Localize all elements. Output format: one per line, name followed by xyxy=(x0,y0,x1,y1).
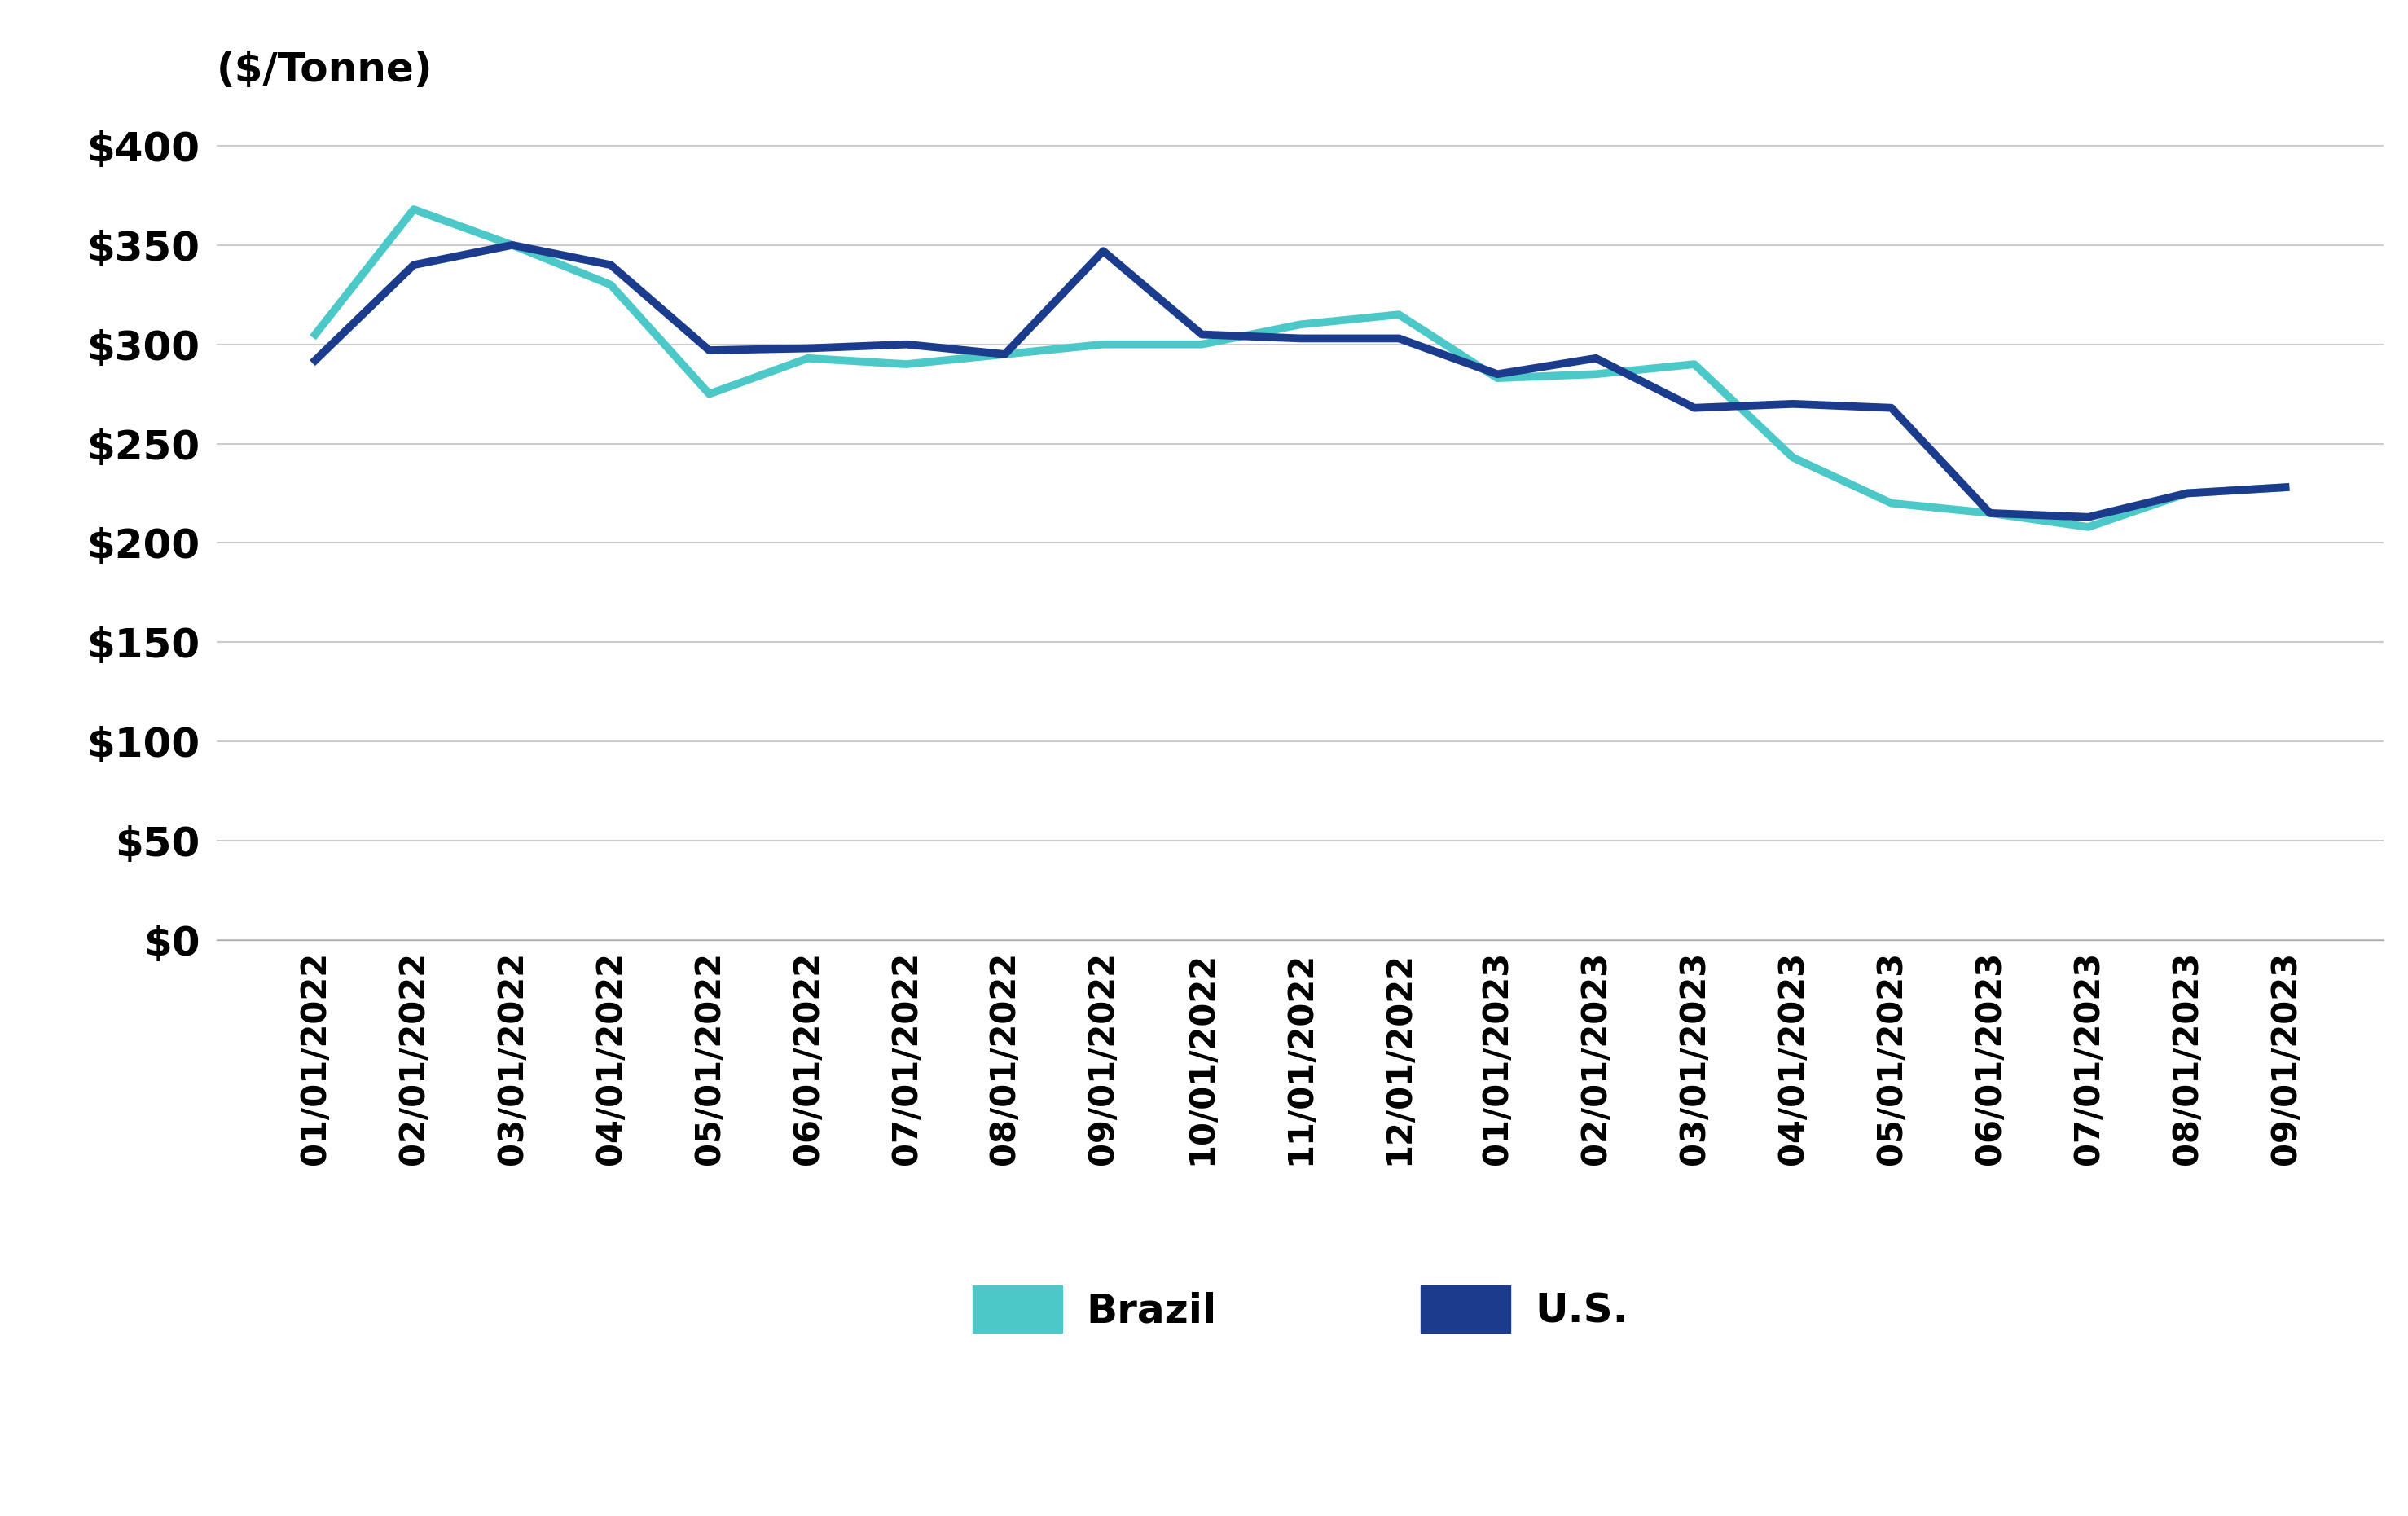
U.S. xyxy=(891,335,920,353)
Brazil xyxy=(2172,484,2201,502)
Brazil xyxy=(792,349,821,367)
U.S. xyxy=(400,256,429,274)
U.S. xyxy=(1088,243,1117,261)
Brazil xyxy=(1187,335,1216,353)
Brazil xyxy=(1483,368,1512,387)
U.S. xyxy=(1681,399,1710,417)
U.S. xyxy=(1385,329,1413,347)
U.S. xyxy=(792,340,821,358)
U.S. xyxy=(2271,478,2300,496)
Brazil xyxy=(1286,315,1315,334)
Brazil xyxy=(2073,518,2102,537)
U.S. xyxy=(597,256,626,274)
Brazil xyxy=(1385,305,1413,323)
U.S. xyxy=(1187,326,1216,344)
U.S. xyxy=(1876,399,1905,417)
Brazil xyxy=(1681,355,1710,373)
Brazil xyxy=(696,385,725,403)
Line: Brazil: Brazil xyxy=(315,209,2285,528)
U.S. xyxy=(990,346,1019,364)
Brazil xyxy=(990,346,1019,364)
U.S. xyxy=(1286,329,1315,347)
U.S. xyxy=(1975,503,2003,522)
Brazil xyxy=(597,276,626,294)
Brazil xyxy=(1876,494,1905,512)
Legend: Brazil, U.S.: Brazil, U.S. xyxy=(951,1266,1649,1354)
U.S. xyxy=(1483,365,1512,384)
Brazil xyxy=(498,236,527,255)
U.S. xyxy=(1582,349,1611,367)
U.S. xyxy=(1780,394,1808,412)
Line: U.S.: U.S. xyxy=(315,246,2285,517)
U.S. xyxy=(498,236,527,255)
U.S. xyxy=(2073,508,2102,526)
Brazil xyxy=(2271,478,2300,496)
Brazil xyxy=(1780,449,1808,467)
Brazil xyxy=(301,326,330,344)
U.S. xyxy=(2172,484,2201,502)
Brazil xyxy=(400,200,429,218)
U.S. xyxy=(301,352,330,370)
Brazil xyxy=(891,355,920,373)
Brazil xyxy=(1088,335,1117,353)
Brazil xyxy=(1975,503,2003,522)
U.S. xyxy=(696,341,725,359)
Brazil xyxy=(1582,365,1611,384)
Text: ($/Tonne): ($/Tonne) xyxy=(217,50,433,89)
